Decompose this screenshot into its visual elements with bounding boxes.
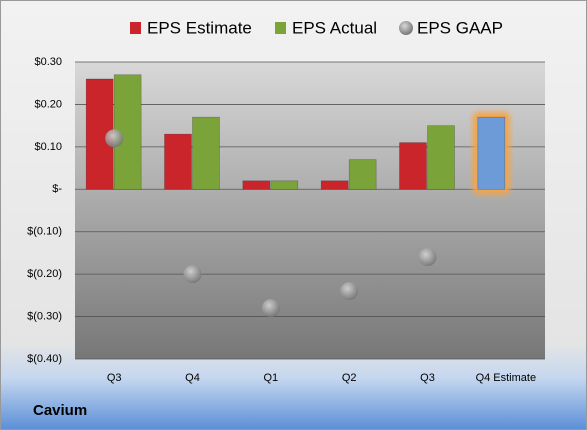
gaap-point <box>183 265 202 284</box>
legend-marker <box>130 22 141 34</box>
legend-marker <box>399 21 413 35</box>
gaap-point <box>261 299 280 318</box>
footer: Cavium <box>33 402 87 419</box>
y-tick-label: $(0.40) <box>27 353 62 365</box>
bar <box>192 116 220 190</box>
legend-marker <box>275 22 286 34</box>
y-tick-label: $(0.30) <box>27 310 62 322</box>
bar <box>242 180 271 190</box>
bar <box>348 159 377 190</box>
y-tick-label: $(0.10) <box>27 226 62 238</box>
x-tick-label: Q4 <box>185 372 200 384</box>
gaap-point <box>340 282 359 301</box>
bar <box>320 180 349 190</box>
legend-label: EPS GAAP <box>417 18 503 37</box>
y-tick-label: $- <box>52 183 62 195</box>
legend-label: EPS Actual <box>292 18 377 37</box>
x-tick-label: Q3 <box>107 372 122 384</box>
bar <box>399 142 427 190</box>
y-tick-label: $(0.20) <box>27 268 62 280</box>
bar <box>270 180 299 190</box>
legend-label: EPS Estimate <box>147 18 252 37</box>
x-tick-label: Q3 <box>420 372 435 384</box>
plot-area <box>75 62 545 359</box>
x-tick-label: Q4 Estimate <box>476 372 537 384</box>
y-tick-label: $0.30 <box>34 56 62 68</box>
bar <box>164 133 192 190</box>
gaap-point <box>105 129 124 148</box>
x-tick-label: Q2 <box>342 372 357 384</box>
y-tick-label: $0.10 <box>34 141 62 153</box>
bar <box>113 74 142 190</box>
x-tick-label: Q1 <box>263 372 278 384</box>
bar <box>427 125 455 190</box>
bar <box>477 116 506 190</box>
y-tick-label: $0.20 <box>34 98 62 110</box>
gaap-point <box>418 248 437 267</box>
